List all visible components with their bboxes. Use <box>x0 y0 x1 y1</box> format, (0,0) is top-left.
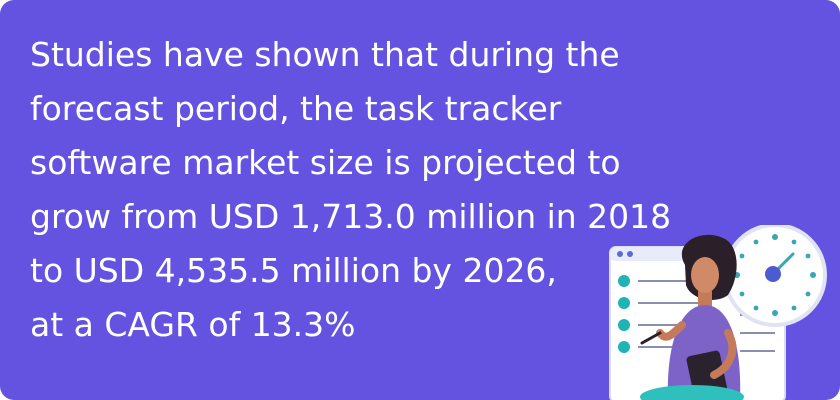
headline-line-4: grow from USD 1,713.0 million in 2018 <box>30 197 672 236</box>
headline-line-1: Studies have shown that during the <box>30 35 620 74</box>
task-tracker-illustration <box>609 225 827 400</box>
headline-line-5: to USD 4,535.5 million by 2026, <box>30 251 557 290</box>
headline-line-2: forecast period, the task tracker <box>30 89 562 128</box>
headline-line-6: at a CAGR of 13.3% <box>30 305 356 344</box>
clock-icon <box>723 225 827 327</box>
woman-figure-icon <box>640 234 744 400</box>
headline-text: Studies have shown that during the forec… <box>30 28 790 352</box>
headline-line-3: software market size is projected to <box>30 143 621 182</box>
